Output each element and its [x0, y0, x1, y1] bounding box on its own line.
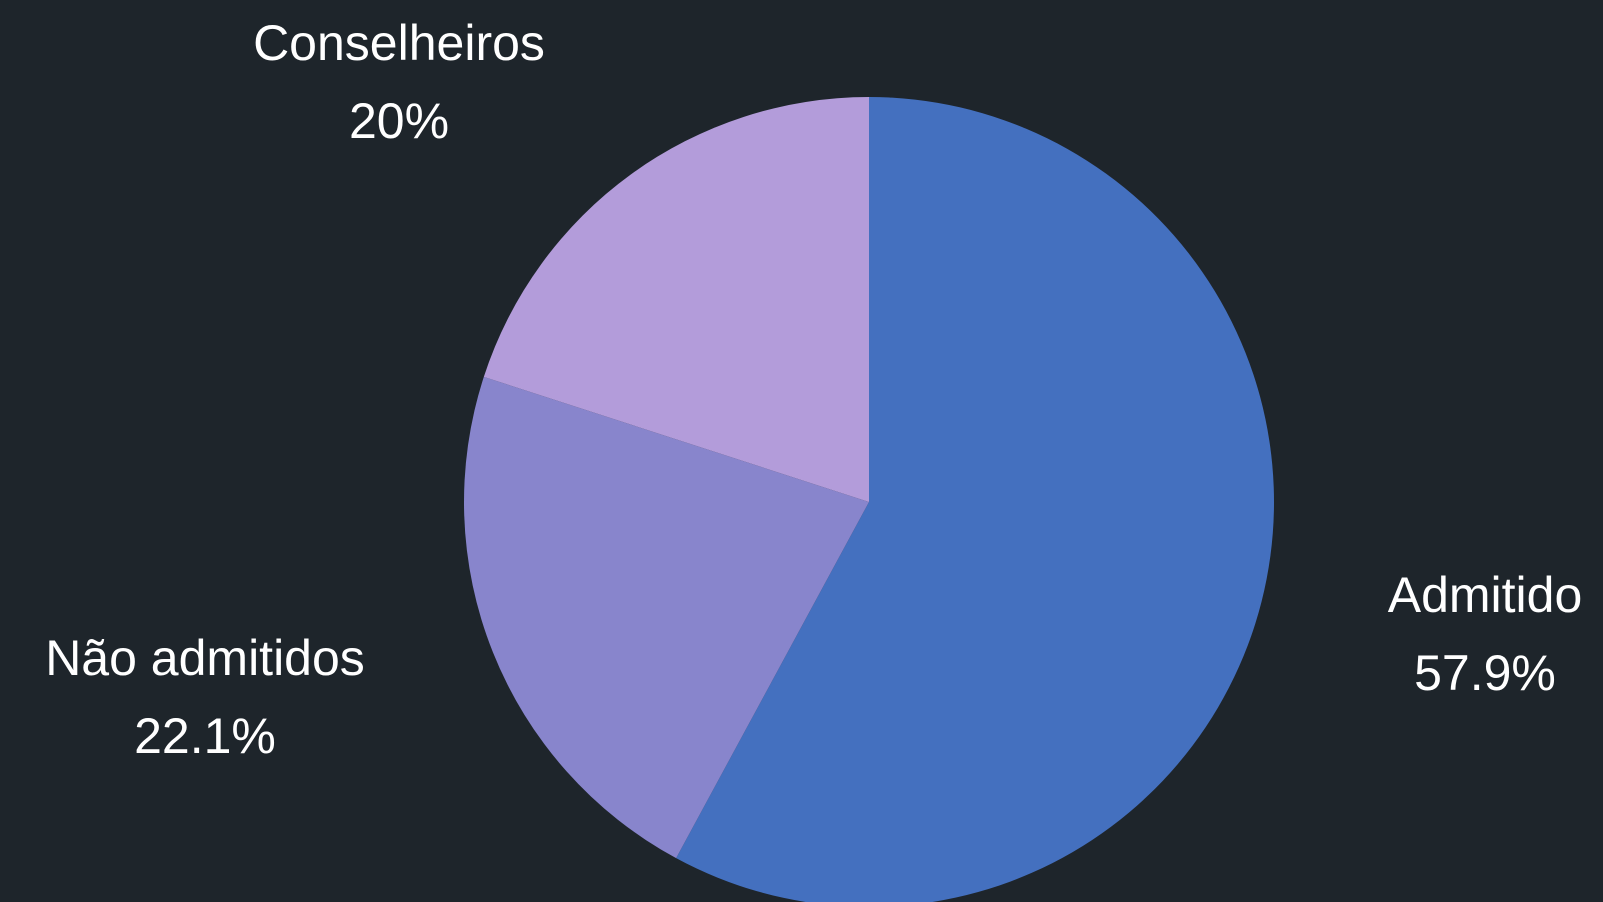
slice-label-conselheiros: Conselheiros — [253, 15, 545, 71]
slice-label-admitido: Admitido — [1388, 567, 1583, 623]
pie-slices — [464, 97, 1274, 902]
slice-value-admitido: 57.9% — [1414, 645, 1556, 701]
slice-label-nao-admitidos: Não admitidos — [45, 630, 365, 686]
slice-value-conselheiros: 20% — [349, 93, 449, 149]
slice-value-nao-admitidos: 22.1% — [134, 708, 276, 764]
